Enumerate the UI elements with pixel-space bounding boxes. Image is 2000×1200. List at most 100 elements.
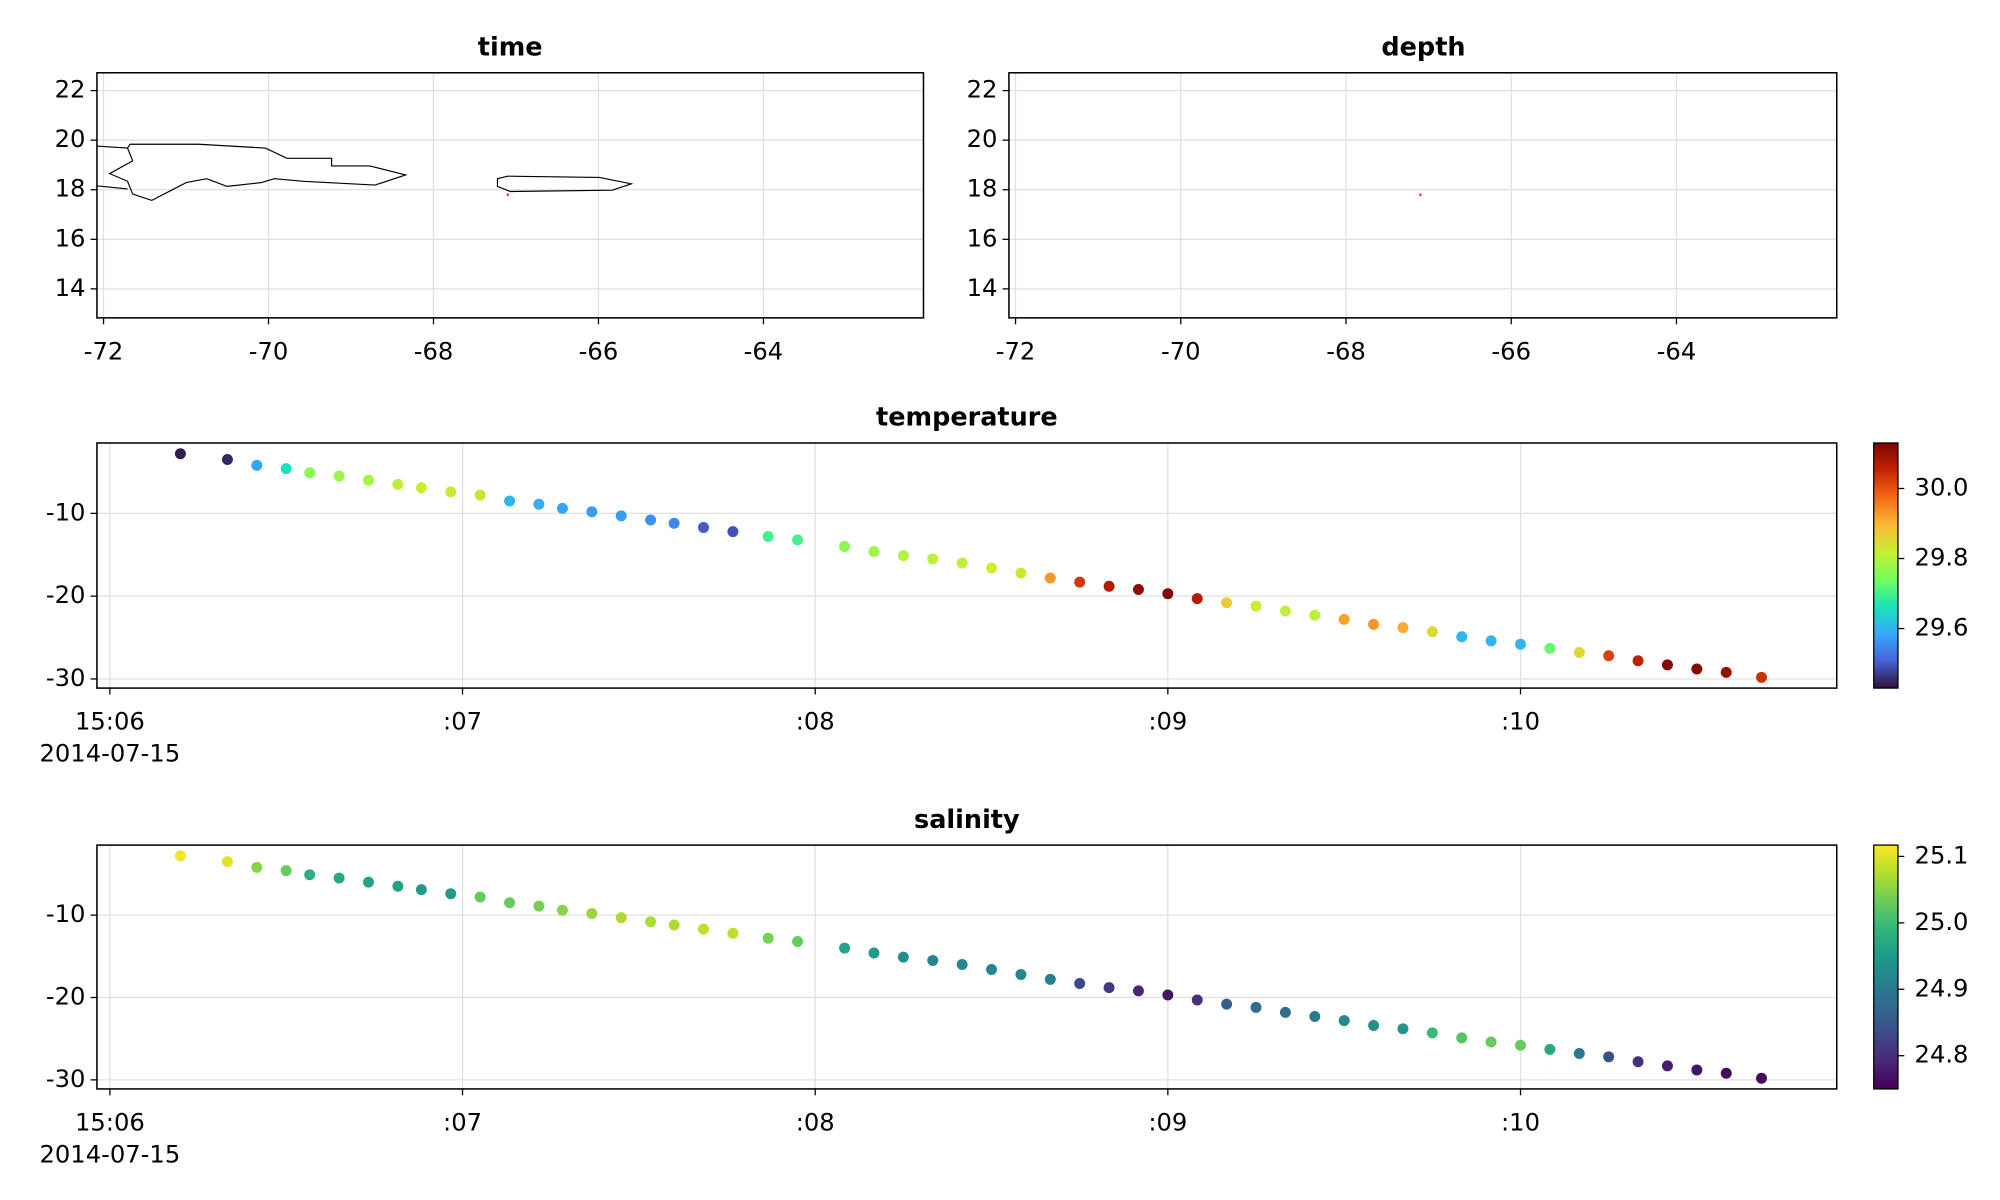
x-tick-label: -64 — [744, 336, 784, 365]
scatter-point — [1162, 989, 1174, 1001]
scatter-point — [645, 916, 657, 928]
scatter-point — [1221, 998, 1233, 1010]
chart-title: salinity — [914, 805, 1020, 835]
scatter-point — [1132, 584, 1144, 596]
scatter-point — [415, 482, 427, 494]
y-tick-label: 20 — [55, 124, 86, 153]
scatter-point — [586, 907, 598, 919]
scatter-point — [392, 478, 404, 490]
x-tick-label: :07 — [443, 1107, 482, 1136]
scatter-point — [1515, 638, 1526, 650]
scatter-point — [1074, 576, 1086, 588]
colorbar-tick-label: 24.9 — [1915, 973, 1969, 1002]
track-point — [1419, 193, 1422, 196]
scatter-point — [1720, 666, 1732, 678]
x-tick-label: :09 — [1148, 1107, 1187, 1136]
x-tick-label: -70 — [1161, 336, 1201, 365]
scatter-point — [1103, 580, 1115, 592]
scatter-point — [727, 927, 739, 939]
x-tick-label: 15:06 — [75, 1107, 145, 1136]
scatter-point — [1162, 588, 1174, 600]
scatter-point — [1044, 973, 1056, 985]
scatter-point — [1397, 622, 1409, 634]
x-tick-label: 15:06 — [75, 707, 145, 736]
scatter-point — [698, 521, 710, 533]
scatter-point — [668, 919, 680, 931]
scatter-point — [868, 947, 880, 959]
colorbar-tick-label: 30.0 — [1915, 472, 1969, 501]
x-tick-label: -64 — [1657, 336, 1697, 365]
x-tick-label: -66 — [579, 336, 619, 365]
chart-title: depth — [1381, 33, 1465, 63]
scatter-point — [280, 865, 292, 877]
scatter-point — [1756, 671, 1767, 683]
x-tick-label: :10 — [1501, 707, 1540, 736]
y-tick-label: -30 — [46, 1064, 86, 1093]
y-tick-label: -10 — [46, 497, 86, 526]
scatter-point — [445, 888, 457, 900]
colorbar — [1873, 442, 1899, 689]
plot-frame — [96, 442, 1838, 689]
scatter-point — [445, 486, 457, 498]
scatter-point — [1661, 1060, 1673, 1072]
scatter-point — [1250, 1001, 1262, 1013]
scatter-point — [868, 545, 880, 557]
scatter-point — [986, 964, 998, 975]
scatter-point — [1368, 618, 1380, 630]
scatter-point — [1250, 600, 1262, 612]
scatter-point — [1015, 567, 1027, 579]
x-date-label: 2014-07-15 — [39, 1139, 180, 1168]
scatter-point — [1279, 605, 1291, 617]
scatter-point — [615, 510, 627, 522]
x-tick-label: :10 — [1501, 1107, 1540, 1136]
scatter-point — [1632, 655, 1644, 667]
scatter-point — [839, 540, 851, 552]
scatter-point — [897, 951, 909, 963]
scatter-point — [251, 459, 263, 471]
scatter-point — [792, 534, 804, 546]
scatter-point — [304, 467, 316, 479]
scatter-point — [1338, 613, 1350, 625]
y-tick-label: -20 — [46, 580, 86, 609]
x-tick-label: :09 — [1148, 707, 1187, 736]
y-tick-label: 18 — [55, 174, 86, 203]
scatter-point — [897, 550, 909, 562]
x-tick-label: -68 — [1326, 336, 1366, 365]
coastline — [96, 143, 634, 202]
scatter-point — [1573, 1048, 1585, 1060]
scatter-point — [392, 880, 404, 892]
scatter-point — [1456, 1032, 1468, 1044]
x-tick-label: -68 — [414, 336, 454, 365]
scatter-point — [1132, 985, 1144, 997]
scatter-point — [792, 935, 804, 947]
scatter-point — [727, 526, 739, 538]
track-point — [506, 193, 510, 196]
y-tick-label: 16 — [967, 223, 998, 252]
plot-frame — [96, 72, 925, 319]
scatter-point — [615, 912, 627, 924]
scatter-point — [533, 900, 545, 912]
y-tick-label: 14 — [967, 273, 998, 302]
scatter-point — [1044, 572, 1056, 584]
coastline — [1001, 144, 1543, 200]
scatter-point — [1756, 1072, 1767, 1084]
scatter-point — [1397, 1023, 1409, 1035]
colorbar-tick-label: 29.6 — [1915, 613, 1969, 642]
x-tick-label: -72 — [996, 336, 1036, 365]
colorbar-tick-label: 24.8 — [1915, 1040, 1969, 1069]
scatter-point — [363, 474, 374, 486]
scatter-point — [1103, 982, 1115, 994]
x-tick-label: :08 — [796, 707, 835, 736]
scatter-point — [986, 562, 998, 574]
scatter-point — [1338, 1015, 1350, 1027]
colorbar-tick-label: 25.0 — [1915, 907, 1969, 936]
scatter-point — [556, 904, 568, 916]
scatter-point — [1191, 593, 1203, 605]
scatter-point — [533, 498, 545, 510]
scatter-point — [333, 872, 345, 884]
scatter-point — [221, 454, 233, 466]
x-tick-label: -66 — [1491, 336, 1531, 365]
scatter-point — [1691, 663, 1703, 675]
scatter-point — [1191, 994, 1203, 1006]
scatter-point — [1015, 968, 1027, 980]
